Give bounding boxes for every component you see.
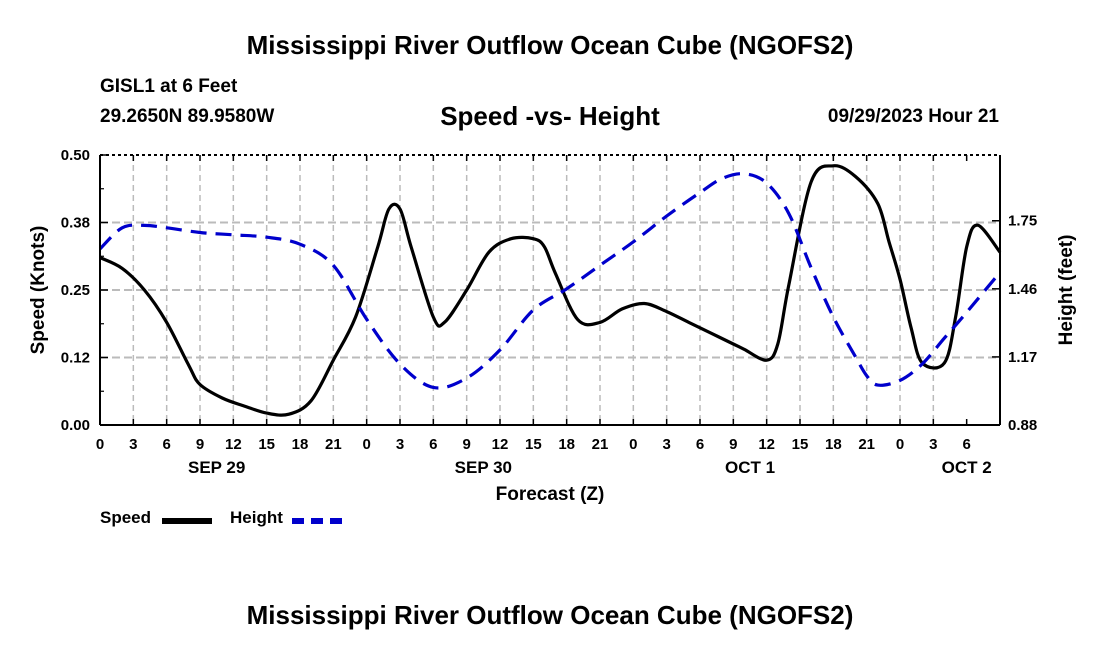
x-tick-label: 9 (196, 436, 204, 453)
x-date-label: OCT 2 (942, 458, 992, 477)
x-tick-label: 18 (825, 436, 842, 453)
x-tick-label: 3 (396, 436, 404, 453)
x-tick-label: 6 (962, 436, 970, 453)
axis-labels: Forecast (Z) Speed (Knots) Height (feet) (28, 226, 1077, 505)
series-line-height (98, 172, 1002, 390)
x-tick-label: 21 (325, 436, 342, 453)
x-tick-label: 15 (258, 436, 275, 453)
y-left-tick-label: 0.25 (61, 282, 90, 299)
y-left-tick-label: 0.12 (61, 350, 90, 367)
y-left-tick-label: 0.38 (61, 215, 90, 232)
y-left-tick-label: 0.50 (61, 147, 90, 164)
legend-height-label: Height (230, 508, 283, 527)
x-tick-label: 0 (362, 436, 370, 453)
x-tick-label: 3 (129, 436, 137, 453)
x-tick-label: 6 (429, 436, 437, 453)
x-tick-label: 21 (858, 436, 875, 453)
x-tick-label: 21 (592, 436, 609, 453)
x-date-label: OCT 1 (725, 458, 775, 477)
station-label: GISL1 at 6 Feet (100, 76, 238, 97)
y-right-tick-label: 1.75 (1008, 213, 1037, 230)
y-right-tick-label: 0.88 (1008, 417, 1037, 434)
x-date-label: SEP 29 (188, 458, 245, 477)
x-tick-label: 3 (662, 436, 670, 453)
x-tick-label: 15 (525, 436, 542, 453)
series-line-speed (99, 164, 1002, 417)
x-tick-label: 18 (558, 436, 575, 453)
x-tick-label: 15 (792, 436, 809, 453)
y-axis-label-right: Height (feet) (1056, 235, 1077, 346)
x-tick-label: 0 (96, 436, 104, 453)
chart-title-repeat: Mississippi River Outflow Ocean Cube (NG… (246, 600, 854, 630)
legend-speed-swatch (162, 518, 212, 524)
series-layer (98, 164, 1002, 417)
x-tick-label: 12 (758, 436, 775, 453)
axis-ticks: 0 3 6 9 12 15 18 21 0 3 6 9 12 15 18 21 0 3 6 9 12 15 18 21 0 3 6 S… (61, 147, 1037, 477)
x-tick-label: 18 (292, 436, 309, 453)
x-axis-label: Forecast (Z) (496, 484, 605, 505)
legend-speed-label: Speed (100, 508, 152, 527)
x-date-label: SEP 30 (455, 458, 512, 477)
chart-subtitle: Speed -vs- Height (440, 101, 660, 131)
x-tick-label: 12 (492, 436, 509, 453)
grid (100, 155, 1000, 425)
y-axis-label-left: Speed (Knots) (28, 226, 49, 355)
x-tick-label: 6 (696, 436, 704, 453)
chart-title: Mississippi River Outflow Ocean Cube (NG… (246, 30, 854, 60)
x-tick-label: 3 (929, 436, 937, 453)
x-tick-label: 9 (462, 436, 470, 453)
y-right-tick-label: 1.46 (1008, 281, 1037, 298)
x-tick-label: 0 (896, 436, 904, 453)
x-tick-label: 12 (225, 436, 242, 453)
legend-height-swatch (292, 518, 342, 524)
x-tick-label: 0 (629, 436, 637, 453)
station-coordinates: 29.2650N 89.9580W (100, 106, 275, 127)
y-right-tick-label: 1.17 (1008, 349, 1037, 366)
x-tick-label: 6 (162, 436, 170, 453)
y-left-tick-label: 0.00 (61, 417, 90, 434)
forecast-datetime: 09/29/2023 Hour 21 (827, 106, 999, 127)
x-tick-label: 9 (729, 436, 737, 453)
